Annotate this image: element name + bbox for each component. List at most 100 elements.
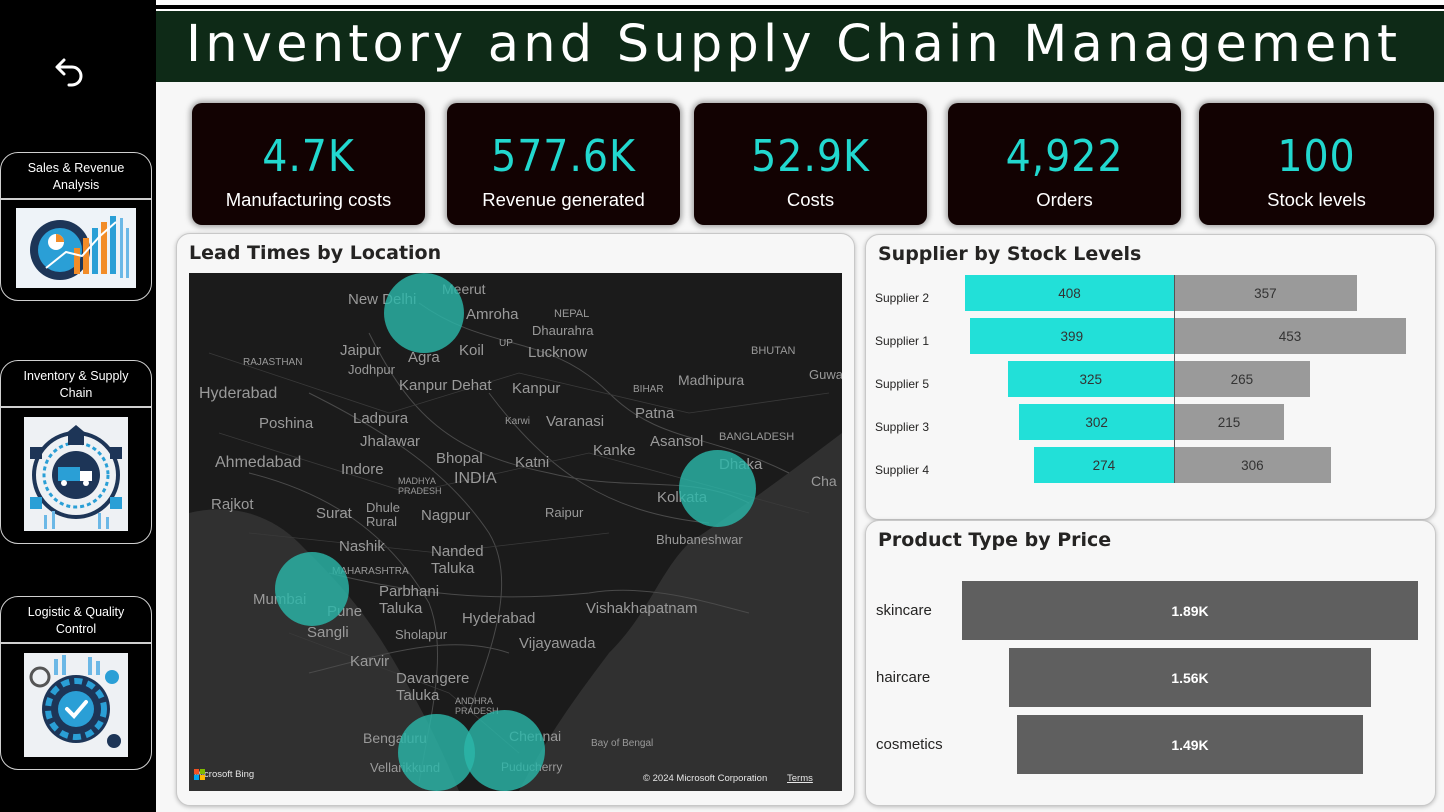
nav-sales-revenue[interactable]: Sales & Revenue Analysis [0, 152, 152, 301]
quality-gear-illustration [24, 653, 128, 757]
map-terms-link[interactable]: Terms [787, 773, 813, 784]
map-bubble-delhi[interactable] [384, 273, 464, 353]
kpi-value: 4,922 [1005, 131, 1124, 182]
kpi-costs: 52.9K Costs [694, 103, 927, 225]
map-place-label: BANGLADESH [719, 431, 795, 443]
microsoft-logo-icon [194, 769, 205, 780]
map-place-label: Jodhpur [348, 362, 395, 377]
supplier-label: Supplier 4 [875, 463, 930, 477]
map-place-label: Kanpur [512, 380, 561, 397]
map-place-label: Dhule Rural [366, 500, 400, 529]
map-bubble-chennai[interactable] [464, 710, 545, 791]
map-place-label: MADHYA PRADESH [398, 476, 442, 496]
product-label: skincare [876, 602, 932, 619]
header-top-line [156, 5, 1444, 9]
map-place-label: Varanasi [546, 413, 605, 430]
sales-analytics-illustration [16, 208, 136, 288]
map-place-label: Rajkot [211, 496, 254, 513]
kpi-value: 577.6K [491, 131, 636, 182]
map-bubble-kolkata[interactable] [679, 450, 756, 527]
map-place-label: BHUTAN [751, 345, 796, 357]
map-place-label: Patna [635, 405, 675, 422]
supplier-bar-left[interactable]: 274 [1033, 447, 1174, 483]
map-place-label: Indore [341, 461, 384, 478]
supplier-bar-right[interactable]: 453 [1174, 318, 1406, 354]
map-place-label: Lucknow [528, 344, 588, 361]
back-arrow-icon [55, 58, 83, 87]
map-place-label: Davangere Taluka [396, 670, 470, 704]
supplier-bar-right[interactable]: 215 [1174, 404, 1285, 440]
kpi-value: 100 [1277, 131, 1356, 182]
lead-times-map[interactable]: New Delhi Meerut Amroha NEPAL Dhaurahra … [189, 273, 842, 791]
kpi-stock-levels: 100 Stock levels [1199, 103, 1434, 225]
map-place-label: BIHAR [633, 384, 664, 395]
product-label: cosmetics [876, 736, 943, 753]
kpi-label: Stock levels [1267, 189, 1366, 210]
supplier-bar-left[interactable]: 399 [969, 318, 1174, 354]
back-button[interactable] [40, 44, 100, 100]
kpi-label: Manufacturing costs [225, 189, 392, 210]
nav-inventory-supply[interactable]: Inventory & Supply Chain [0, 360, 152, 544]
map-bubble-bengaluru[interactable] [398, 714, 475, 791]
supplier-bar-right[interactable]: 357 [1174, 275, 1357, 311]
product-label: haircare [876, 669, 931, 686]
map-place-label: Sangli [307, 624, 349, 641]
map-place-label: Poshina [259, 415, 314, 432]
panel-title: Product Type by Price [878, 529, 1112, 551]
supplier-label: Supplier 2 [875, 291, 930, 305]
supplier-bar-left[interactable]: 408 [965, 275, 1174, 311]
map-place-label: Agra [408, 349, 440, 366]
map-place-label: Surat [316, 505, 352, 522]
kpi-manufacturing-costs: 4.7K Manufacturing costs [192, 103, 425, 225]
supplier-label: Supplier 1 [875, 334, 930, 348]
product-bar[interactable]: 1.49K [1017, 715, 1363, 774]
map-place-label: Guwa [809, 367, 842, 382]
panel-title: Lead Times by Location [189, 242, 442, 264]
map-place-label: MAHARASHTRA [332, 566, 409, 577]
bing-label: Microsoft Bing [194, 769, 255, 780]
product-bar[interactable]: 1.89K [962, 581, 1418, 640]
map-place-label: Sholapur [395, 627, 448, 642]
map-place-label: Cha [811, 473, 837, 489]
map-place-label: Bhopal [436, 450, 483, 467]
nav-label: Sales & Revenue Analysis [1, 153, 151, 200]
map-place-label: Karvir [350, 653, 390, 670]
map-place-label: Kanpur Dehat [399, 377, 492, 394]
header-bar: Inventory and Supply Chain Management [156, 11, 1444, 82]
supplier-chart: Supplier 2 408 357 Supplier 1 399 453 Supplier… [866, 235, 1435, 519]
supplier-label: Supplier 5 [875, 377, 930, 391]
map-place-label: Nanded Taluka [431, 543, 484, 577]
map-place-label: INDIA [454, 470, 497, 487]
panel-title: Supplier by Stock Levels [878, 243, 1142, 265]
map-copyright: © 2024 Microsoft Corporation [643, 773, 768, 784]
map-place-label: Vijayawada [519, 635, 596, 652]
nav-logistic-quality[interactable]: Logistic & Quality Control [0, 596, 152, 770]
sidebar: Sales & Revenue Analysis Inventory & Sup… [0, 0, 156, 812]
map-bubble-mumbai[interactable] [275, 552, 349, 626]
supplier-bar-left[interactable]: 302 [1019, 404, 1174, 440]
nav-label: Inventory & Supply Chain [1, 361, 151, 408]
map-place-label: Karwi [505, 416, 531, 427]
product-panel: Product Type by Price skincare 1.89K hairc… [865, 520, 1436, 806]
map-place-label: Dhaurahra [532, 323, 594, 338]
map-place-label: Ladpura [353, 410, 409, 427]
kpi-value: 4.7K [262, 131, 355, 182]
map-place-label: Jaipur [340, 342, 381, 359]
map-place-label: Asansol [650, 433, 704, 450]
kpi-orders: 4,922 Orders [948, 103, 1181, 225]
supplier-label: Supplier 3 [875, 420, 930, 434]
map-place-label: Hyderabad [199, 385, 278, 402]
supplier-bar-right[interactable]: 306 [1174, 447, 1331, 483]
supplier-panel: Supplier by Stock Levels Supplier 2 408 35… [865, 234, 1436, 520]
map-place-label: ANDHRA PRADESH [455, 696, 499, 716]
map-place-label: Kanke [593, 442, 636, 459]
map-place-label: RAJASTHAN [243, 357, 303, 368]
map-place-label: Vishakhapatnam [586, 600, 698, 617]
map-place-label: Jhalawar [360, 433, 421, 450]
product-chart: skincare 1.89K haircare 1.56K cosmetics 1.49K [866, 521, 1435, 805]
product-bar[interactable]: 1.56K [1009, 648, 1371, 707]
supplier-bar-right[interactable]: 265 [1174, 361, 1310, 397]
kpi-label: Costs [786, 189, 835, 210]
kpi-label: Orders [1036, 189, 1093, 210]
supplier-bar-left[interactable]: 325 [1007, 361, 1174, 397]
